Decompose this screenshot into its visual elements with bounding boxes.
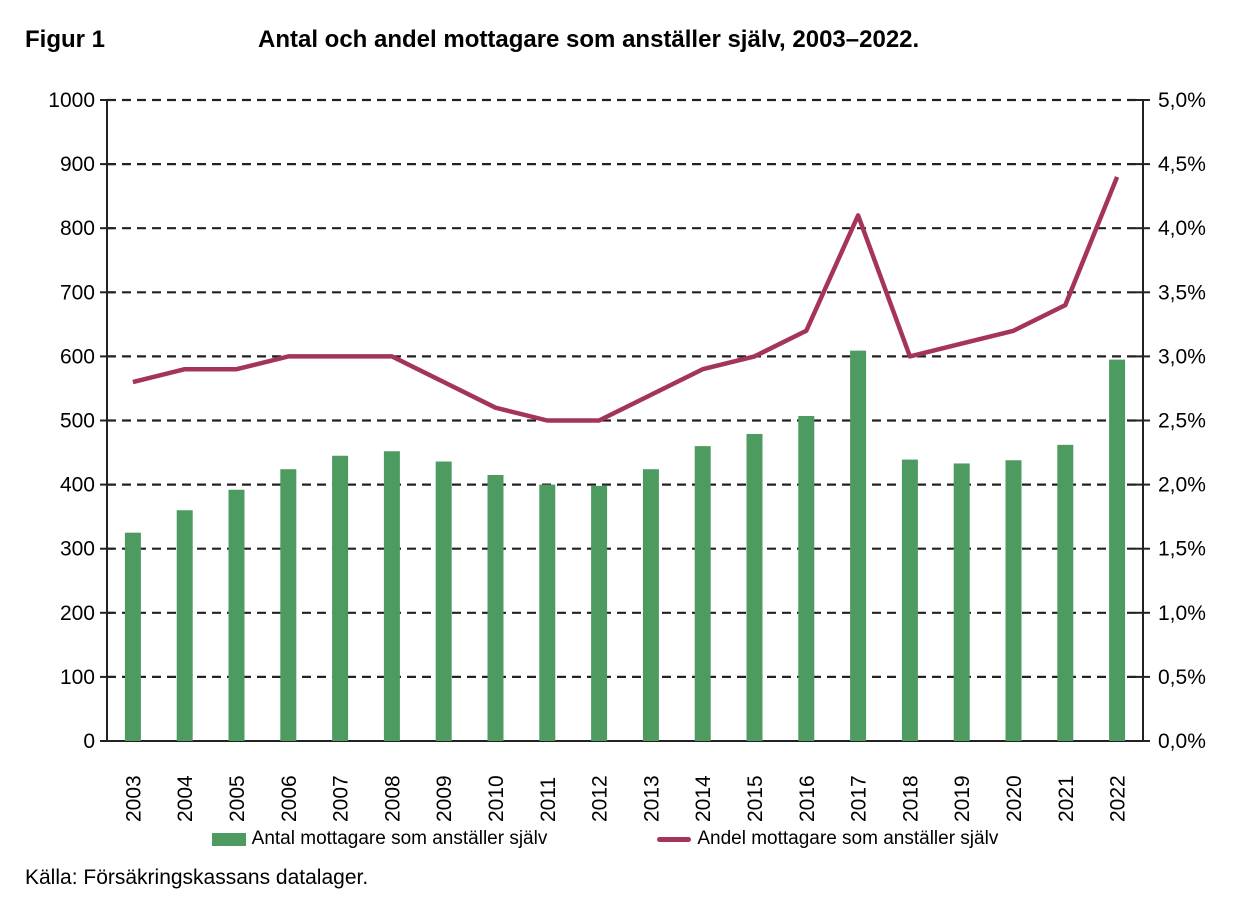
left-axis-tick-label: 600 (60, 345, 95, 368)
year-label-2015: 2015 (744, 775, 767, 822)
left-axis-tick-label: 1000 (48, 89, 95, 112)
year-label-2010: 2010 (485, 775, 508, 822)
legend-item-line: Andel mottagare som anställer själv (657, 828, 998, 850)
bar-2006 (280, 469, 297, 741)
right-axis-tick-label: 2,5% (1158, 410, 1206, 433)
year-label-2021: 2021 (1055, 775, 1078, 822)
year-label-2019: 2019 (951, 775, 974, 822)
bar-series-swatch-icon (211, 832, 246, 846)
right-axis-tick-label: 4,0% (1158, 217, 1206, 240)
year-label-2003: 2003 (122, 775, 145, 822)
legend-bar-label: Antal mottagare som anställer själv (251, 828, 548, 849)
year-label-2005: 2005 (226, 775, 249, 822)
bar-2016 (798, 416, 815, 741)
figure-header: Figur 1 Antal och andel mottagare som an… (25, 26, 1235, 54)
bar-2004 (176, 510, 193, 741)
right-axis-tick-label: 1,0% (1158, 602, 1206, 625)
year-label-2016: 2016 (796, 775, 819, 822)
left-axis-tick-label: 400 (60, 474, 95, 497)
year-label-2007: 2007 (330, 775, 353, 822)
left-axis-tick-label: 0 (83, 730, 95, 753)
left-axis-tick-label: 100 (60, 666, 95, 689)
bar-2010 (487, 474, 504, 741)
year-label-2017: 2017 (848, 775, 871, 822)
bar-2011 (539, 484, 556, 741)
bar-2020 (1005, 460, 1022, 741)
year-label-2018: 2018 (899, 775, 922, 822)
bar-2015 (746, 433, 763, 741)
bar-2018 (901, 459, 918, 741)
right-axis-tick-label: 3,5% (1158, 281, 1206, 304)
right-axis-tick-label: 0,0% (1158, 730, 1206, 753)
left-axis-tick-label: 200 (60, 602, 95, 625)
left-axis-tick-label: 900 (60, 153, 95, 176)
year-label-2013: 2013 (640, 775, 663, 822)
legend-line-label: Andel mottagare som anställer själv (697, 828, 999, 849)
bar-2003 (124, 532, 141, 741)
right-axis-tick-label: 5,0% (1158, 89, 1206, 112)
bar-2008 (383, 451, 400, 741)
year-label-2011: 2011 (537, 777, 560, 822)
bar-2005 (228, 489, 245, 741)
right-axis-tick-label: 4,5% (1158, 153, 1206, 176)
year-label-2020: 2020 (1003, 775, 1026, 822)
bar-2014 (694, 446, 711, 741)
trend-line (132, 176, 1120, 423)
figure-number: Figur 1 (25, 26, 106, 53)
right-axis-tick-label: 3,0% (1158, 345, 1206, 368)
year-label-2008: 2008 (381, 775, 404, 822)
left-axis-tick-label: 300 (60, 538, 95, 561)
left-axis-tick-label: 500 (60, 410, 95, 433)
year-label-2014: 2014 (692, 775, 715, 822)
bar-2022 (1109, 359, 1126, 741)
left-axis-tick-label: 800 (60, 217, 95, 240)
year-label-2022: 2022 (1107, 775, 1130, 822)
left-axis-tick-label: 700 (60, 281, 95, 304)
bar-2021 (1057, 444, 1074, 741)
figure-title: Antal och andel mottagare som anställer … (258, 26, 920, 53)
chart-legend: Antal mottagare som anställer själv Ande… (0, 828, 1210, 850)
legend-item-bars: Antal mottagare som anställer själv (211, 828, 548, 850)
bar-2013 (642, 469, 659, 741)
right-axis-tick-label: 2,0% (1158, 474, 1206, 497)
bar-2009 (435, 461, 452, 741)
source-note: Källa: Försäkringskassans datalager. (25, 866, 369, 889)
bar-2012 (591, 485, 608, 741)
bar-2019 (953, 463, 970, 741)
year-label-2009: 2009 (433, 775, 456, 822)
bar-2017 (850, 350, 867, 741)
right-axis-tick-label: 1,5% (1158, 538, 1206, 561)
bar-2007 (332, 455, 349, 741)
year-label-2006: 2006 (278, 775, 301, 822)
line-series-swatch-icon (657, 836, 692, 842)
right-axis-tick-label: 0,5% (1158, 666, 1206, 689)
year-label-2012: 2012 (589, 775, 612, 822)
year-label-2004: 2004 (174, 775, 197, 822)
